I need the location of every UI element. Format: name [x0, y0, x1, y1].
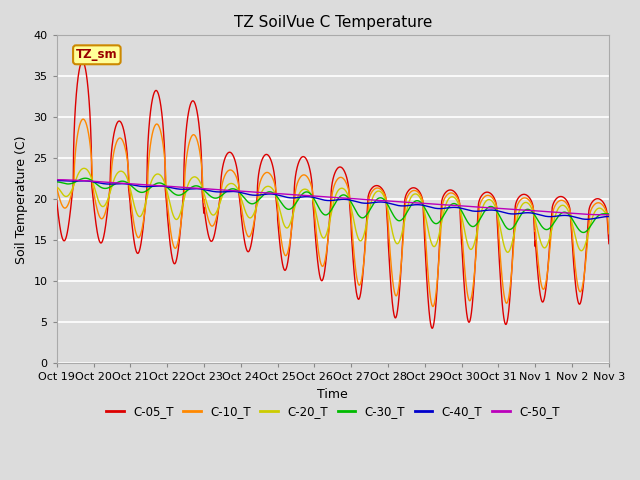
Title: TZ SoilVue C Temperature: TZ SoilVue C Temperature: [234, 15, 432, 30]
Text: TZ_sm: TZ_sm: [76, 48, 118, 61]
Legend: C-05_T, C-10_T, C-20_T, C-30_T, C-40_T, C-50_T: C-05_T, C-10_T, C-20_T, C-30_T, C-40_T, …: [101, 401, 564, 423]
Y-axis label: Soil Temperature (C): Soil Temperature (C): [15, 135, 28, 264]
X-axis label: Time: Time: [317, 388, 348, 401]
